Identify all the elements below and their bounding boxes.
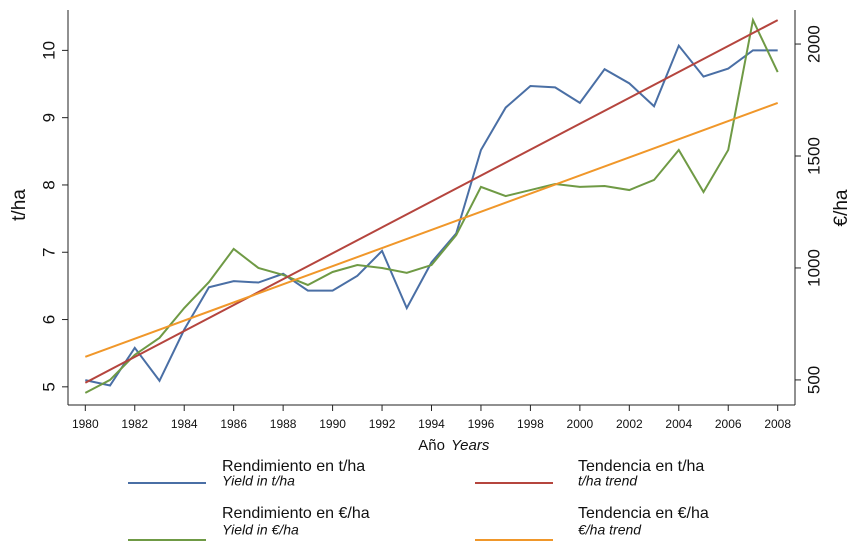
y-tick-label: 6 bbox=[39, 315, 58, 324]
x-tick-label: 1994 bbox=[418, 417, 445, 431]
series-line bbox=[85, 43, 778, 387]
series-line bbox=[84, 16, 779, 394]
x-tick-label: 2004 bbox=[665, 417, 692, 431]
legend-label: Rendimiento en €/ha bbox=[222, 505, 370, 522]
x-axis-label-en: Years bbox=[451, 437, 490, 454]
x-axis-label: Año bbox=[418, 437, 445, 454]
y-tick-label: 8 bbox=[39, 180, 58, 189]
x-tick-label: 1988 bbox=[270, 417, 297, 431]
y2-tick-label: 2000 bbox=[804, 25, 823, 63]
x-tick-label: 1984 bbox=[171, 417, 198, 431]
y-axis-label: t/ha bbox=[9, 189, 30, 221]
legend-label-en: €/ha trend bbox=[578, 522, 642, 538]
series-line bbox=[84, 101, 779, 358]
legend-label: Tendencia en €/ha bbox=[578, 505, 709, 522]
y2-tick-label: 500 bbox=[804, 366, 823, 394]
y-tick-label: 5 bbox=[39, 382, 58, 391]
x-tick-label: 1986 bbox=[220, 417, 247, 431]
x-tick-label: 2000 bbox=[567, 417, 594, 431]
y-tick-label: 9 bbox=[39, 113, 58, 122]
legend-label-en: t/ha trend bbox=[578, 473, 638, 489]
x-tick-label: 1982 bbox=[121, 417, 148, 431]
y-tick-label: 10 bbox=[39, 41, 58, 60]
legend-label: Rendimiento en t/ha bbox=[222, 458, 365, 475]
x-tick-label: 2006 bbox=[715, 417, 742, 431]
x-tick-label: 1992 bbox=[369, 417, 396, 431]
x-tick-label: 1990 bbox=[319, 417, 346, 431]
x-tick-label: 1996 bbox=[468, 417, 495, 431]
y2-tick-label: 1000 bbox=[804, 249, 823, 287]
legend-label: Tendencia en t/ha bbox=[578, 458, 704, 475]
y-tick-label: 7 bbox=[39, 248, 58, 257]
y2-tick-label: 1500 bbox=[804, 137, 823, 175]
x-tick-label: 2002 bbox=[616, 417, 643, 431]
legend-label-en: Yield in t/ha bbox=[222, 473, 295, 489]
x-tick-label: 1998 bbox=[517, 417, 544, 431]
x-tick-label: 1980 bbox=[72, 417, 99, 431]
x-tick-label: 2008 bbox=[764, 417, 791, 431]
y2-axis-label: €/ha bbox=[831, 189, 851, 226]
series-line bbox=[84, 19, 779, 384]
legend-label-en: Yield in €/ha bbox=[222, 522, 299, 538]
